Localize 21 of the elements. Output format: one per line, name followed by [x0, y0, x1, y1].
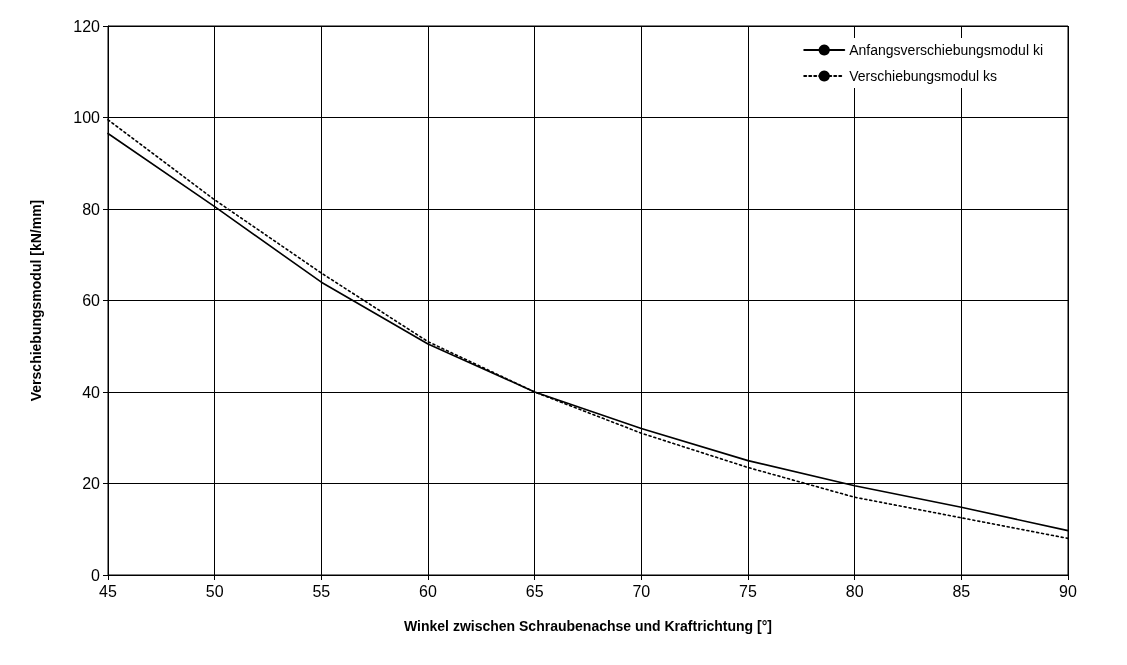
x-tick-label: 60	[419, 582, 437, 600]
x-tick-label: 45	[99, 582, 117, 600]
x-tick-label: 50	[205, 582, 224, 600]
y-tick-label: 0	[91, 566, 101, 584]
x-axis-title: Winkel zwischen Schraubenachse und Kraftrichtung [°]	[404, 618, 772, 634]
y-axis-title: Verschiebungsmodul [kN/mm]	[28, 199, 44, 402]
x-tick-label: 65	[525, 582, 544, 600]
x-tick-label: 70	[632, 582, 651, 600]
x-tick-label: 80	[845, 582, 864, 600]
x-tick-label: 75	[739, 582, 757, 600]
y-tick-label: 80	[82, 200, 101, 218]
legend-label: Verschiebungsmodul ks	[849, 68, 998, 84]
x-tick-label: 90	[1059, 582, 1077, 600]
x-tick-label: 85	[952, 582, 971, 600]
legend-label: Anfangsverschiebungsmodul ki	[849, 42, 1043, 58]
y-tick-label: 20	[82, 475, 101, 492]
y-tick-label: 60	[82, 292, 101, 309]
y-tick-label: 120	[73, 17, 101, 35]
y-tick-label: 40	[82, 383, 101, 401]
y-tick-label: 100	[73, 109, 101, 126]
x-tick-label: 55	[312, 582, 331, 600]
